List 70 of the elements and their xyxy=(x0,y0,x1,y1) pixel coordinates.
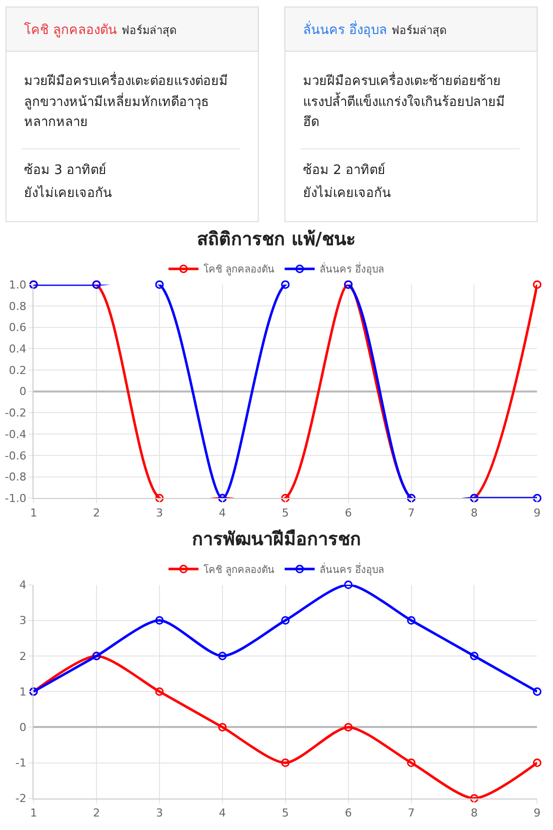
point xyxy=(407,758,416,768)
text: ฟอร์มล่าสุด xyxy=(391,24,446,37)
y-tick-label: -1.0 xyxy=(4,492,26,506)
x-tick-label: 5 xyxy=(282,506,289,520)
text: ซ้อม 2 อาทิตย์ xyxy=(303,162,386,178)
text: ยังไม่เคยเจอกัน xyxy=(303,185,391,201)
y-tick-label: 0.8 xyxy=(8,300,26,313)
y-tick-label: 2 xyxy=(19,650,26,663)
x-tick-label: 1 xyxy=(30,506,38,520)
x-tick-label: 3 xyxy=(156,506,163,520)
text: หลากหลาย xyxy=(24,115,88,130)
y-tick-label: 0.2 xyxy=(8,364,26,377)
y-tick-label: 1.0 xyxy=(8,278,26,292)
x-tick-label: 4 xyxy=(218,506,226,520)
text: ลูกขวางหน้ามีเหลี่ยมหักเทดีอาวุธ xyxy=(24,93,209,110)
point xyxy=(281,758,290,768)
x-tick-label: 8 xyxy=(470,806,478,820)
point xyxy=(218,652,227,660)
point xyxy=(470,652,478,660)
text: โคชิ ลูกคลองตัน xyxy=(24,22,118,38)
point xyxy=(155,616,164,625)
y-tick-label: -0.8 xyxy=(4,470,26,484)
text: มวยฝีมือครบเครื่องเตะซ้ายต่อยซ้าย xyxy=(303,72,501,89)
chart-title: การพัฒนาฝีมือการชก xyxy=(192,529,361,550)
text: ยังไม่เคยเจอกัน xyxy=(24,185,112,201)
point xyxy=(218,722,227,732)
x-tick-label: 2 xyxy=(93,506,100,520)
x-tick-label: 9 xyxy=(534,806,541,820)
y-tick-label: -0.6 xyxy=(4,449,26,462)
x-tick-label: 9 xyxy=(534,506,541,520)
text: ซ้อม 3 อาทิตย์ xyxy=(24,162,107,178)
x-tick-label: 2 xyxy=(93,806,100,820)
y-tick-label: 0 xyxy=(19,385,26,398)
y-tick-label: 1 xyxy=(19,685,26,698)
point xyxy=(407,616,416,625)
y-tick-label: -0.4 xyxy=(4,428,26,441)
x-tick-label: 5 xyxy=(282,806,289,820)
legend-label: ลั่นนคร อึ่งอุบล xyxy=(320,262,384,276)
x-tick-label: 7 xyxy=(408,506,415,520)
x-tick-label: 8 xyxy=(470,506,478,520)
point xyxy=(532,758,542,768)
x-tick-label: 7 xyxy=(408,806,415,820)
point xyxy=(155,687,164,696)
x-tick-label: 3 xyxy=(156,806,163,820)
point xyxy=(470,794,478,803)
y-tick-label: 0.6 xyxy=(8,321,26,334)
y-tick-label: 3 xyxy=(19,614,26,628)
y-tick-label: -1 xyxy=(15,756,26,770)
y-tick-label: 4 xyxy=(19,578,26,592)
legend-label: ลั่นนคร อึ่งอุบล xyxy=(320,562,384,576)
point xyxy=(281,616,290,625)
text: มวยฝีมือครบเครื่องเตะต่อยแรงต่อยมี xyxy=(24,72,228,89)
chart-title: สถิติการชก แพ้/ชนะ xyxy=(197,229,356,250)
point xyxy=(344,580,353,590)
y-tick-label: 0 xyxy=(19,721,26,734)
point xyxy=(344,722,353,732)
x-tick-label: 4 xyxy=(218,806,226,820)
text: ฮึด xyxy=(303,115,319,130)
text: ฟอร์มล่าสุด xyxy=(121,24,176,37)
x-tick-label: 6 xyxy=(344,806,352,820)
y-tick-label: -2 xyxy=(15,792,26,806)
x-tick-label: 1 xyxy=(30,806,38,820)
point xyxy=(532,687,542,696)
y-tick-label: 0.4 xyxy=(8,342,26,356)
x-tick-label: 6 xyxy=(344,506,352,520)
y-tick-label: -0.2 xyxy=(4,406,26,420)
legend-label: โคชิ ลูกคลองตัน xyxy=(204,262,275,276)
legend-label: โคชิ ลูกคลองตัน xyxy=(204,562,275,576)
text: ลั่นนคร อึ่งอุบล xyxy=(303,21,388,38)
text: แรงปล้ำตีแข็งแกร่งใจเกินร้อยปลายมี xyxy=(303,92,505,110)
